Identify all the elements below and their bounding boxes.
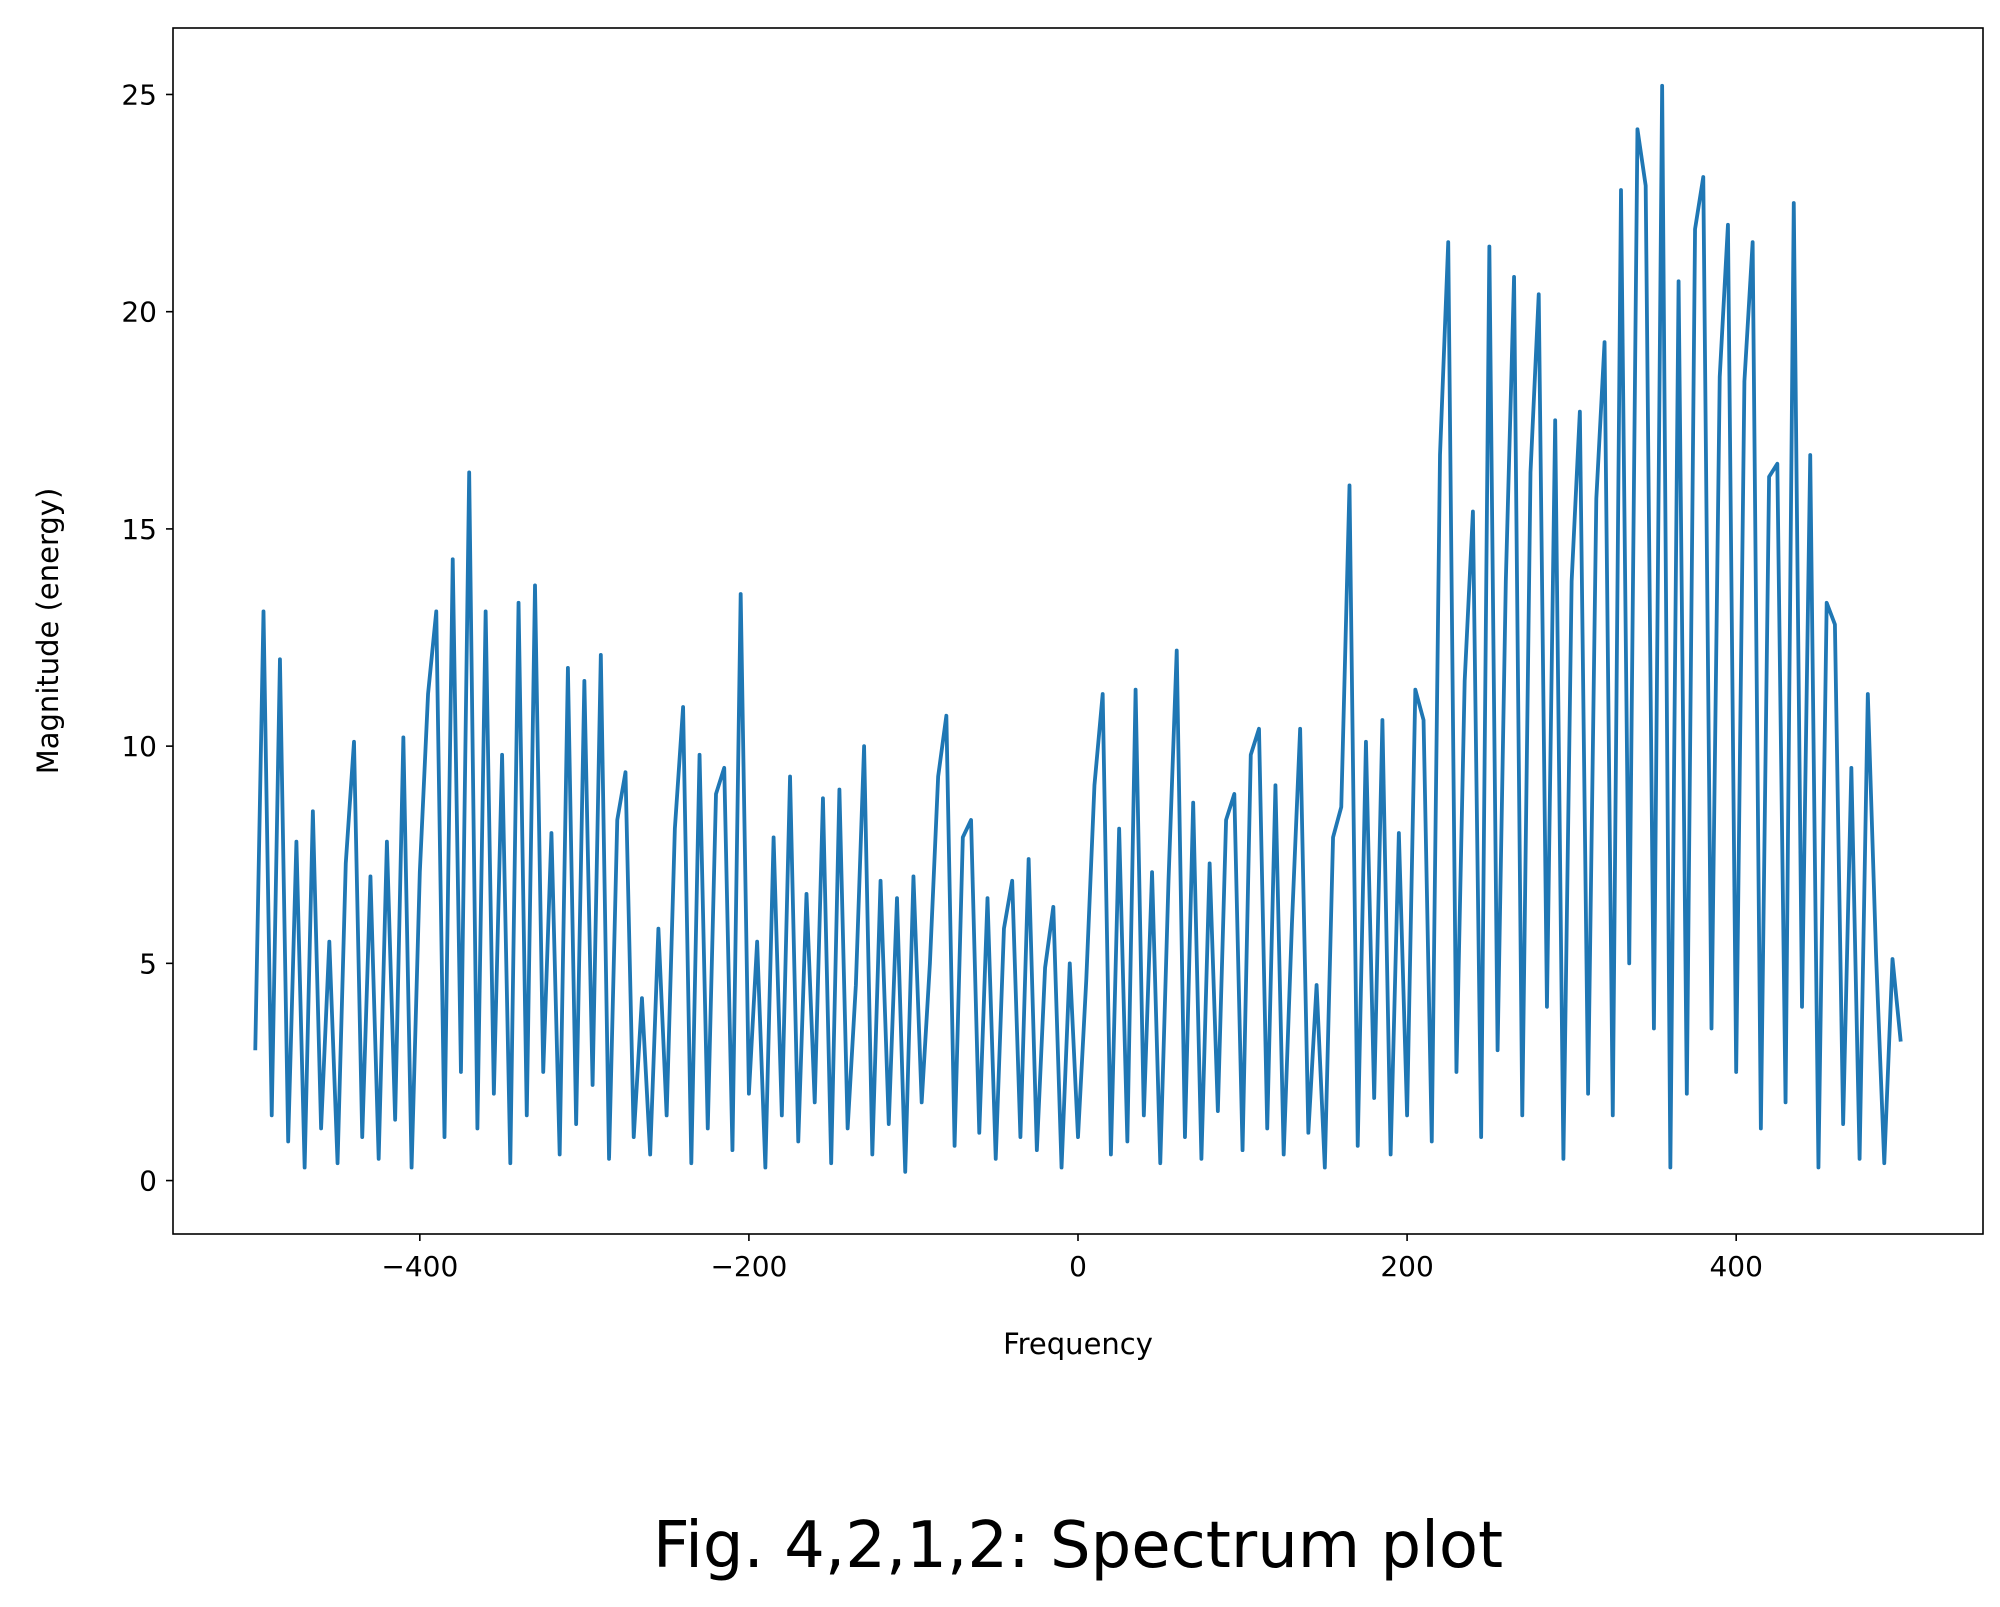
figure-caption: Fig. 4,2,1,2: Spectrum plot xyxy=(653,1509,1503,1583)
plot-frame xyxy=(172,27,1984,1235)
x-tick-label: 0 xyxy=(1069,1250,1087,1283)
x-tick-label: 200 xyxy=(1380,1250,1433,1283)
x-tick-label: 400 xyxy=(1709,1250,1762,1283)
y-tick-label: 10 xyxy=(121,730,157,763)
x-axis-label: Frequency xyxy=(1003,1327,1153,1361)
y-tick-label: 20 xyxy=(121,296,157,329)
y-tick-label: 5 xyxy=(139,947,157,980)
y-axis-label: Magnitude (energy) xyxy=(31,488,65,775)
x-tick-label: −200 xyxy=(710,1250,787,1283)
y-tick-label: 25 xyxy=(121,78,157,111)
y-tick-label: 15 xyxy=(121,513,157,546)
y-tick-label: 0 xyxy=(139,1165,157,1198)
spectrum-line xyxy=(253,83,1903,1174)
x-tick-label: −400 xyxy=(381,1250,458,1283)
